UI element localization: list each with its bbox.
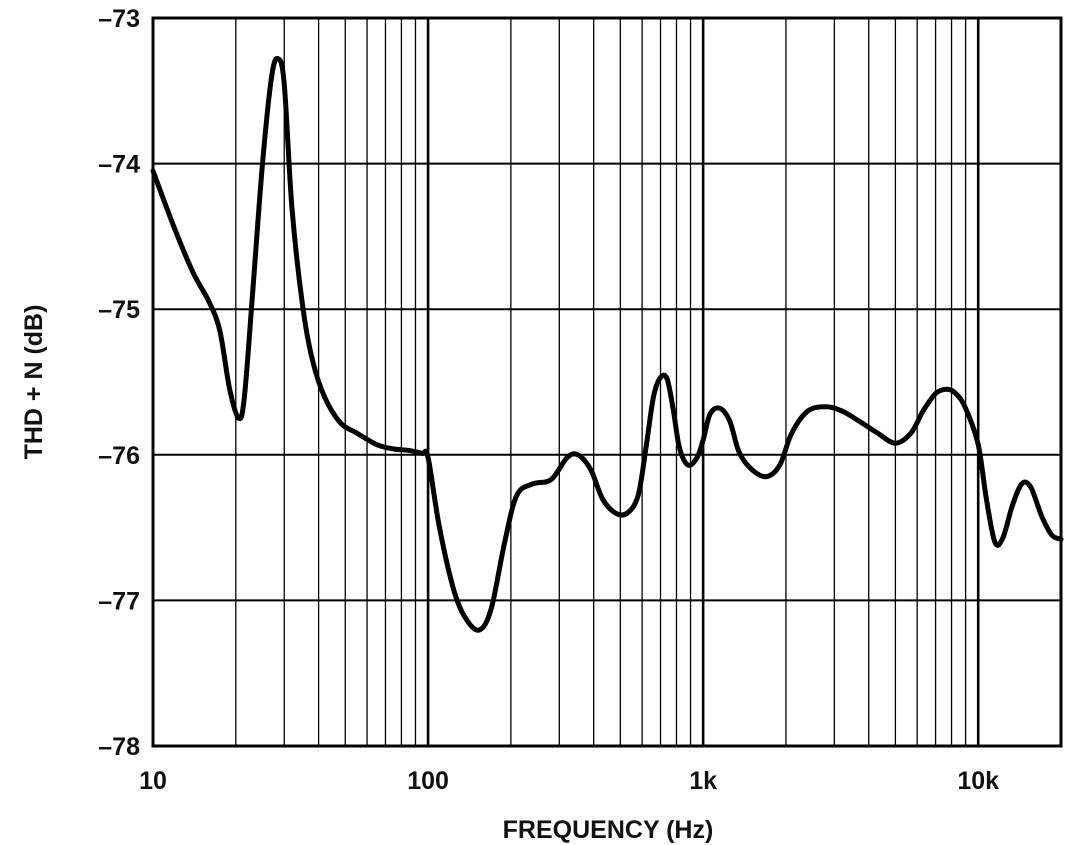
y-tick-label: –73 xyxy=(98,5,140,33)
x-tick-label: 10 xyxy=(139,767,167,795)
y-tick-label: –74 xyxy=(98,151,140,179)
y-tick-label: –78 xyxy=(98,733,140,761)
minor-gridlines xyxy=(235,18,967,746)
y-tick-labels: –73 –74 –75 –76 –77 –78 xyxy=(98,5,140,761)
x-tick-label: 1k xyxy=(689,767,717,795)
y-tick-label: –76 xyxy=(98,442,140,470)
x-tick-label: 10k xyxy=(957,767,999,795)
y-tick-label: –77 xyxy=(98,587,140,615)
series-line xyxy=(150,56,1064,633)
x-tick-label: 100 xyxy=(407,767,449,795)
y-axis-title: THD + N (dB) xyxy=(20,305,48,460)
y-tick-label: –75 xyxy=(98,296,140,324)
x-axis-title: FREQUENCY (Hz) xyxy=(503,816,714,844)
series-layer xyxy=(150,56,1064,633)
x-tick-labels: 10 100 1k 10k xyxy=(139,767,999,795)
plot-frame xyxy=(151,16,1063,748)
